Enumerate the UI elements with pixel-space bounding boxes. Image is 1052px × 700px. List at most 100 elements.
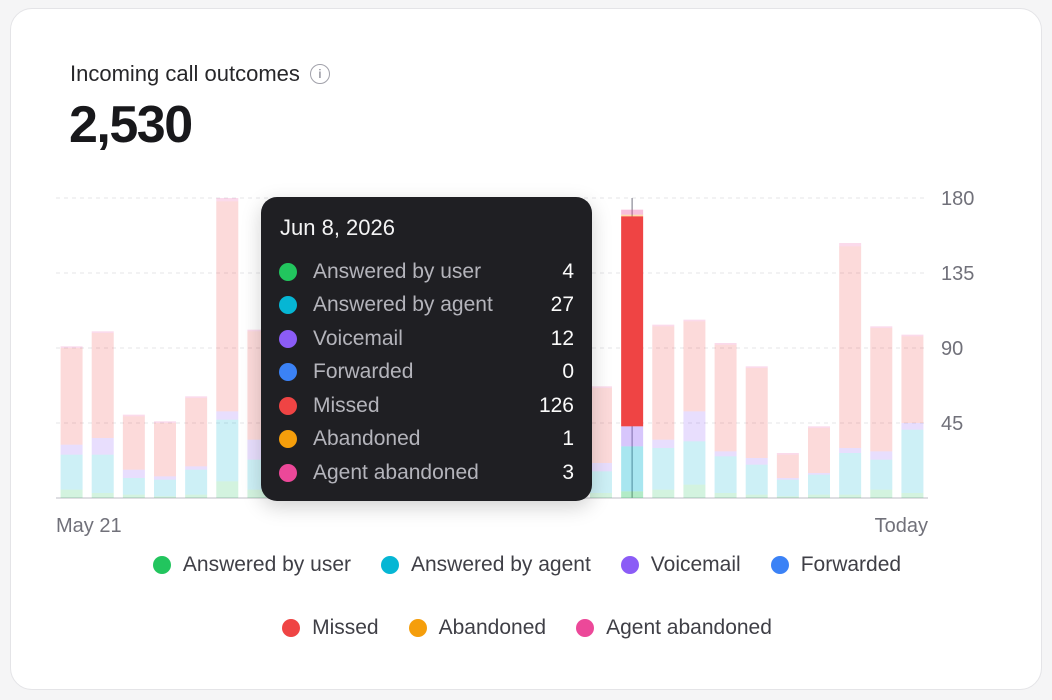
bar-segment[interactable] — [185, 494, 208, 498]
bar-segment[interactable] — [870, 326, 893, 328]
bar-segment[interactable] — [901, 334, 924, 337]
bar-segment[interactable] — [122, 478, 145, 495]
legend-item[interactable]: Answered by agent — [381, 553, 591, 577]
bar-segment[interactable] — [776, 479, 799, 497]
legend-item[interactable]: Abandoned — [408, 616, 546, 640]
bar-segment[interactable] — [122, 469, 145, 478]
bar-segment[interactable] — [621, 491, 644, 498]
bar-segment[interactable] — [122, 414, 145, 417]
bar-segment[interactable] — [714, 493, 737, 498]
bar-segment[interactable] — [745, 494, 768, 498]
bar-segment[interactable] — [247, 489, 270, 498]
bar-segment[interactable] — [839, 453, 862, 495]
bar-segment[interactable] — [870, 451, 893, 460]
bar-segment[interactable] — [621, 426, 644, 447]
bar-segment[interactable] — [216, 481, 239, 498]
bar-segment[interactable] — [745, 366, 768, 368]
bar-segment[interactable] — [91, 331, 114, 333]
bar-segment[interactable] — [216, 201, 239, 412]
bar-segment[interactable] — [154, 476, 176, 480]
bar-segment[interactable] — [652, 489, 675, 498]
bar-segment[interactable] — [154, 496, 176, 498]
bar-segment[interactable] — [621, 216, 644, 427]
bar-segment[interactable] — [185, 466, 208, 470]
bar-segment[interactable] — [247, 329, 270, 332]
legend-dot-icon — [152, 556, 171, 574]
legend-item[interactable]: Agent abandoned — [576, 616, 772, 640]
bar-segment[interactable] — [808, 473, 830, 475]
tooltip-row-value: 27 — [550, 293, 574, 317]
bar-segment[interactable] — [745, 464, 768, 495]
bar-segment[interactable] — [808, 474, 830, 495]
bar-segment[interactable] — [621, 214, 644, 217]
bar-segment[interactable] — [154, 479, 176, 497]
bar-segment[interactable] — [60, 348, 83, 445]
bar-segment[interactable] — [621, 209, 644, 215]
bar-segment[interactable] — [652, 326, 675, 440]
legend-item[interactable]: Missed — [282, 616, 379, 640]
bar-segment[interactable] — [652, 439, 675, 448]
bar-segment[interactable] — [590, 386, 612, 388]
bar-segment[interactable] — [714, 343, 737, 345]
bar-segment[interactable] — [590, 493, 612, 498]
bar-segment[interactable] — [216, 419, 239, 482]
bar-segment[interactable] — [621, 446, 644, 492]
bar-segment[interactable] — [60, 346, 83, 348]
bar-segment[interactable] — [60, 489, 83, 498]
bar-segment[interactable] — [590, 471, 612, 493]
bar-segment[interactable] — [901, 423, 924, 430]
bar-segment[interactable] — [185, 469, 208, 495]
bar-segment[interactable] — [714, 456, 737, 493]
legend-item[interactable]: Voicemail — [620, 553, 741, 577]
bar-segment[interactable] — [839, 243, 862, 247]
bar-segment[interactable] — [808, 494, 830, 498]
bar-segment[interactable] — [870, 328, 893, 452]
bar-segment[interactable] — [901, 336, 924, 423]
bar-segment[interactable] — [839, 246, 862, 448]
bar-segment[interactable] — [776, 453, 799, 455]
bar-segment[interactable] — [91, 438, 114, 455]
bar-segment[interactable] — [683, 321, 706, 412]
bar-segment[interactable] — [745, 458, 768, 465]
bar-segment[interactable] — [870, 489, 893, 498]
legend-item[interactable]: Forwarded — [770, 553, 901, 577]
bar-segment[interactable] — [590, 463, 612, 472]
info-icon[interactable]: i — [309, 64, 330, 84]
bar-segment[interactable] — [185, 398, 208, 467]
bar-segment[interactable] — [91, 493, 114, 498]
bar-segment[interactable] — [776, 478, 799, 480]
bar-segment[interactable] — [216, 411, 239, 420]
bar-segment[interactable] — [185, 396, 208, 398]
bar-segment[interactable] — [776, 454, 799, 478]
legend-item[interactable]: Answered by user — [152, 553, 351, 577]
bar-segment[interactable] — [154, 421, 176, 423]
bar-segment[interactable] — [714, 451, 737, 457]
bar-segment[interactable] — [901, 429, 924, 493]
tooltip-row: Missed 126 — [279, 389, 574, 423]
bar-segment[interactable] — [683, 441, 706, 485]
bar-segment[interactable] — [60, 444, 83, 455]
bar-segment[interactable] — [839, 448, 862, 453]
bar-segment[interactable] — [808, 428, 830, 473]
bar-segment[interactable] — [776, 496, 799, 498]
bar-segment[interactable] — [122, 416, 145, 470]
bar-segment[interactable] — [216, 198, 239, 202]
bar-segment[interactable] — [683, 484, 706, 498]
bar-segment[interactable] — [154, 423, 176, 477]
bar-segment[interactable] — [901, 493, 924, 498]
bar-segment[interactable] — [91, 454, 114, 493]
bar-segment[interactable] — [683, 319, 706, 322]
bar-segment[interactable] — [745, 368, 768, 458]
bar-segment[interactable] — [870, 459, 893, 490]
bar-segment[interactable] — [839, 494, 862, 498]
bar-segment[interactable] — [808, 426, 830, 428]
bar-segment[interactable] — [714, 344, 737, 452]
bar-segment[interactable] — [590, 388, 612, 463]
bar-segment[interactable] — [683, 411, 706, 442]
bar-segment[interactable] — [652, 448, 675, 490]
bar-segment[interactable] — [91, 333, 114, 438]
bar-segment[interactable] — [60, 454, 83, 490]
bar-segment[interactable] — [122, 494, 145, 498]
series-dot-icon — [279, 463, 297, 482]
bar-segment[interactable] — [652, 324, 675, 327]
